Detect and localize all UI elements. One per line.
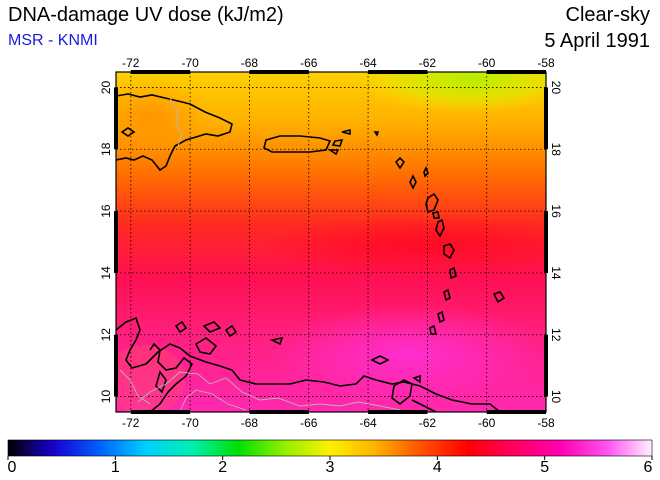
lon-tick-label: -72 xyxy=(122,416,140,430)
colorbar-tick-label: 2 xyxy=(218,459,228,476)
lat-tick-label: 10 xyxy=(549,390,563,404)
lon-tick-label: -58 xyxy=(537,416,555,430)
lat-tick-label: 18 xyxy=(549,143,563,157)
lon-tick-label: -72 xyxy=(122,56,140,70)
lat-tick-label: 18 xyxy=(99,142,113,156)
lat-tick-label: 16 xyxy=(549,204,563,218)
lat-lon-gridlines xyxy=(116,72,546,412)
lat-tick-label: 20 xyxy=(549,81,563,95)
lat-tick-label: 12 xyxy=(549,328,563,342)
uv-dose-field xyxy=(116,72,546,412)
frame-ticks xyxy=(114,70,548,414)
lat-tick-label: 20 xyxy=(99,80,113,94)
date-label: 5 April 1991 xyxy=(544,30,650,52)
coastlines xyxy=(116,93,506,412)
lon-tick-labels-bottom: -72 -70 -68 -66 -64 -62 -60 -58 xyxy=(122,416,555,430)
lon-tick-label: -70 xyxy=(181,416,199,430)
lon-tick-label: -66 xyxy=(300,416,318,430)
sky-condition-label: Clear-sky xyxy=(565,4,650,26)
lon-tick-label: -58 xyxy=(537,56,555,70)
lat-tick-label: 14 xyxy=(549,266,563,280)
lon-tick-label: -62 xyxy=(419,56,437,70)
colorbar-tick-label: 1 xyxy=(110,459,120,476)
lat-tick-label: 16 xyxy=(99,204,113,218)
lon-tick-label: -62 xyxy=(419,416,437,430)
lon-tick-label: -60 xyxy=(478,56,496,70)
lon-tick-label: -64 xyxy=(359,56,377,70)
country-borders xyxy=(119,97,401,412)
lon-tick-label: -60 xyxy=(478,416,496,430)
colorbar-tick-label: 4 xyxy=(432,459,442,476)
colorbar-tick-label: 5 xyxy=(540,459,550,476)
lat-tick-labels-left: 20 18 16 14 12 10 xyxy=(99,80,113,403)
lat-tick-label: 14 xyxy=(99,266,113,280)
source-label: MSR - KNMI xyxy=(8,32,98,49)
lat-tick-labels-right: 20 18 16 14 12 10 xyxy=(549,81,563,404)
colorbar-tick-label: 3 xyxy=(325,459,335,476)
lon-tick-label: -66 xyxy=(300,56,318,70)
lat-tick-label: 10 xyxy=(99,390,113,404)
colorbar xyxy=(7,439,653,457)
lon-tick-label: -70 xyxy=(181,56,199,70)
lon-tick-labels-top: -72 -70 -68 -66 -64 -62 -60 -58 xyxy=(122,56,555,70)
lon-tick-label: -68 xyxy=(241,56,259,70)
colorbar-ticks xyxy=(7,456,653,460)
lat-tick-label: 12 xyxy=(99,328,113,342)
colorbar-tick-label: 6 xyxy=(643,459,653,476)
lon-tick-label: -64 xyxy=(359,416,377,430)
colorbar-tick-label: 0 xyxy=(7,459,17,476)
lon-tick-label: -68 xyxy=(241,416,259,430)
map-title: DNA-damage UV dose (kJ/m2) xyxy=(8,4,284,26)
